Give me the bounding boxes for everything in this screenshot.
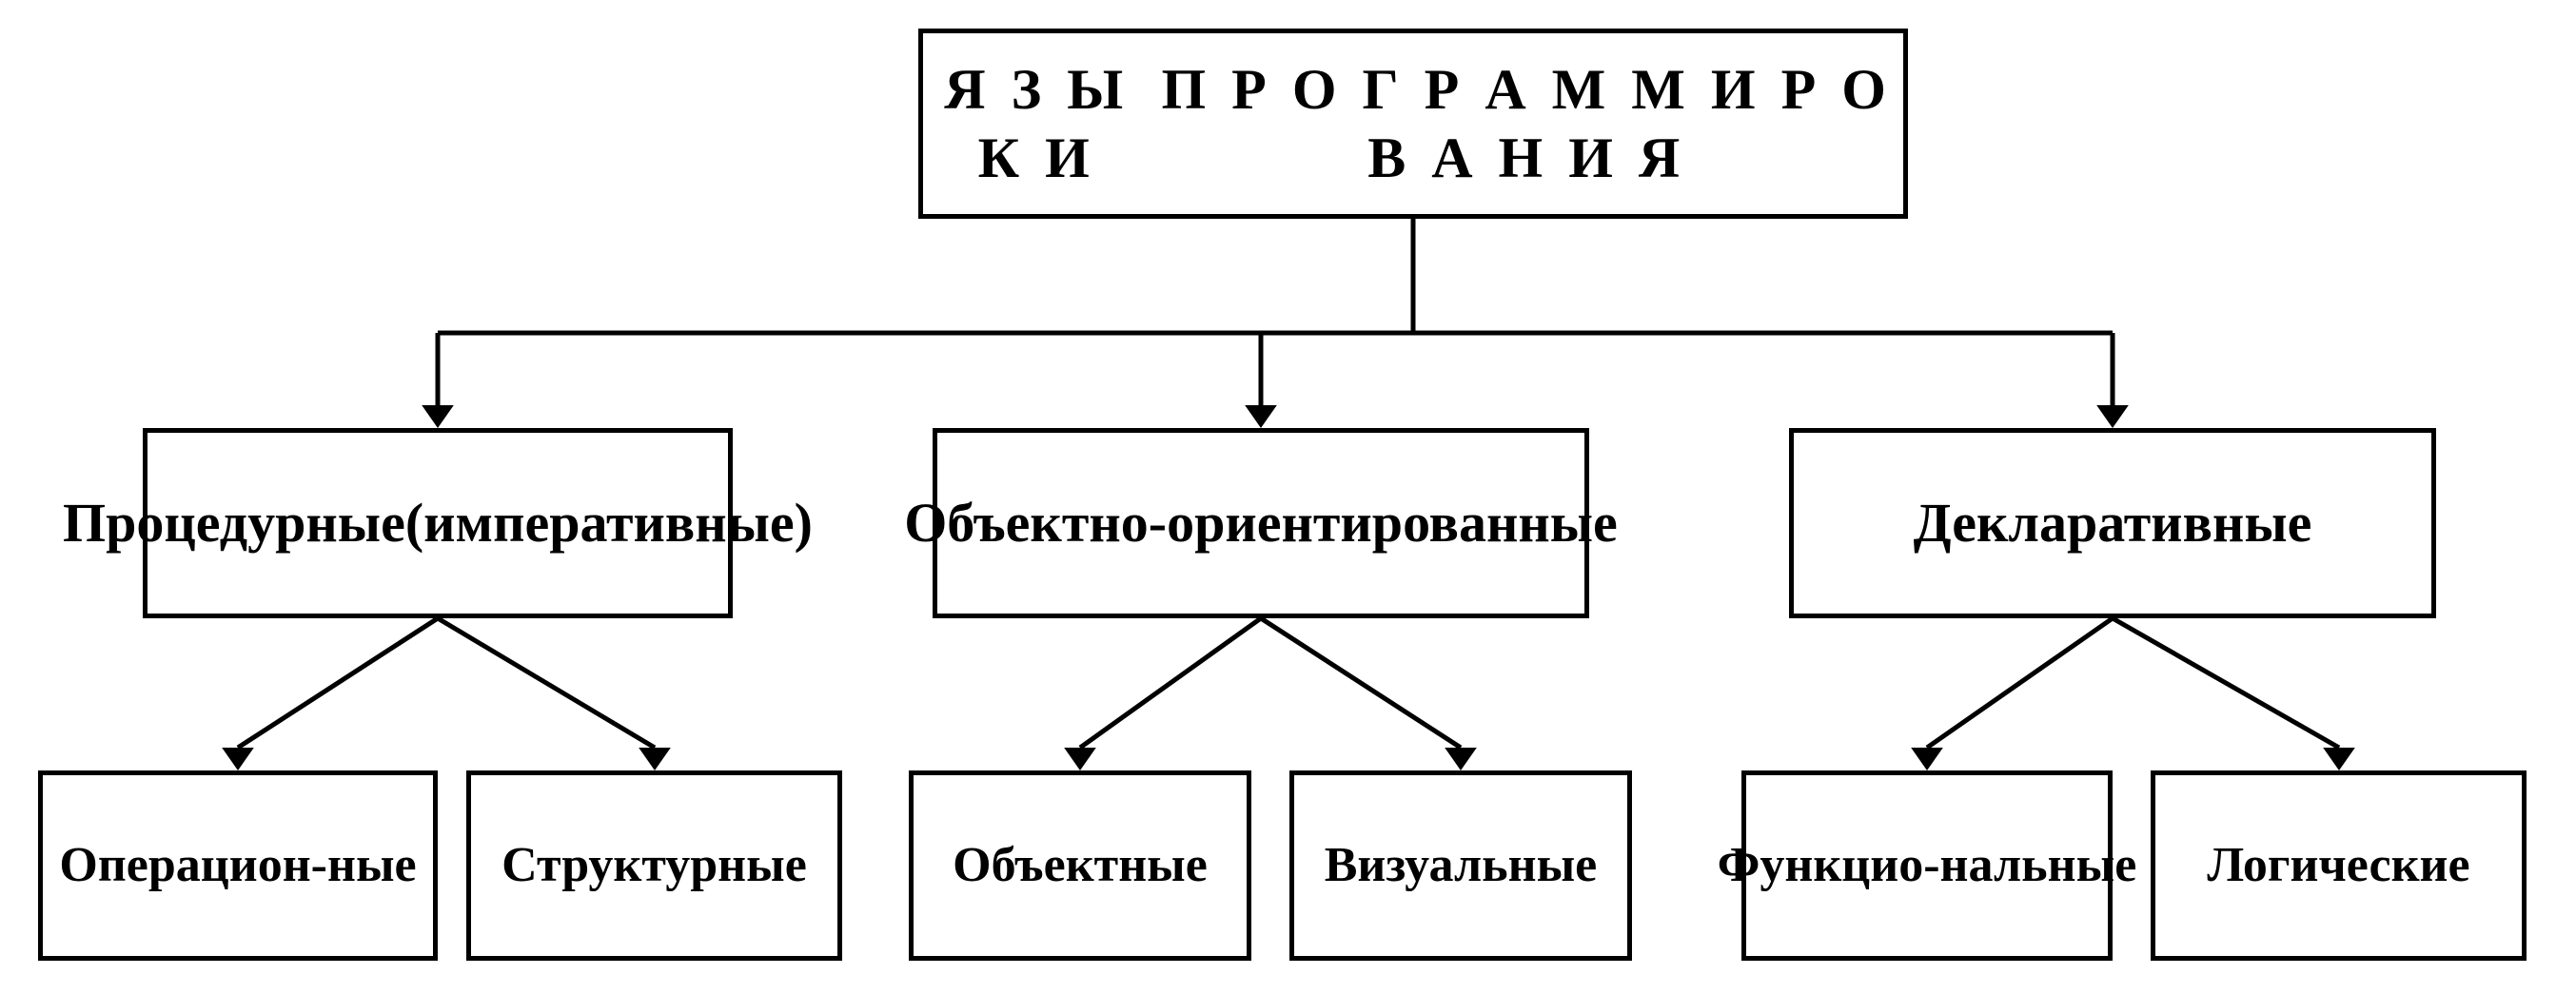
functional-node: Функцио-нальные	[1741, 770, 2113, 961]
procedural-node: Процедурные(императивные)	[143, 428, 733, 618]
visual-node: Визуальные	[1289, 770, 1632, 961]
structural-node: Структурные	[466, 770, 842, 961]
object-node: Объектные	[909, 770, 1251, 961]
oop-node: Объектно-ориентированные	[933, 428, 1589, 618]
root-node: Я З Ы К ИП Р О Г Р А М М И Р О В А Н И Я	[918, 29, 1908, 219]
declarative-node: Декларативные	[1789, 428, 2436, 618]
operational-node: Операцион-ные	[38, 770, 438, 961]
logical-node: Логические	[2151, 770, 2527, 961]
